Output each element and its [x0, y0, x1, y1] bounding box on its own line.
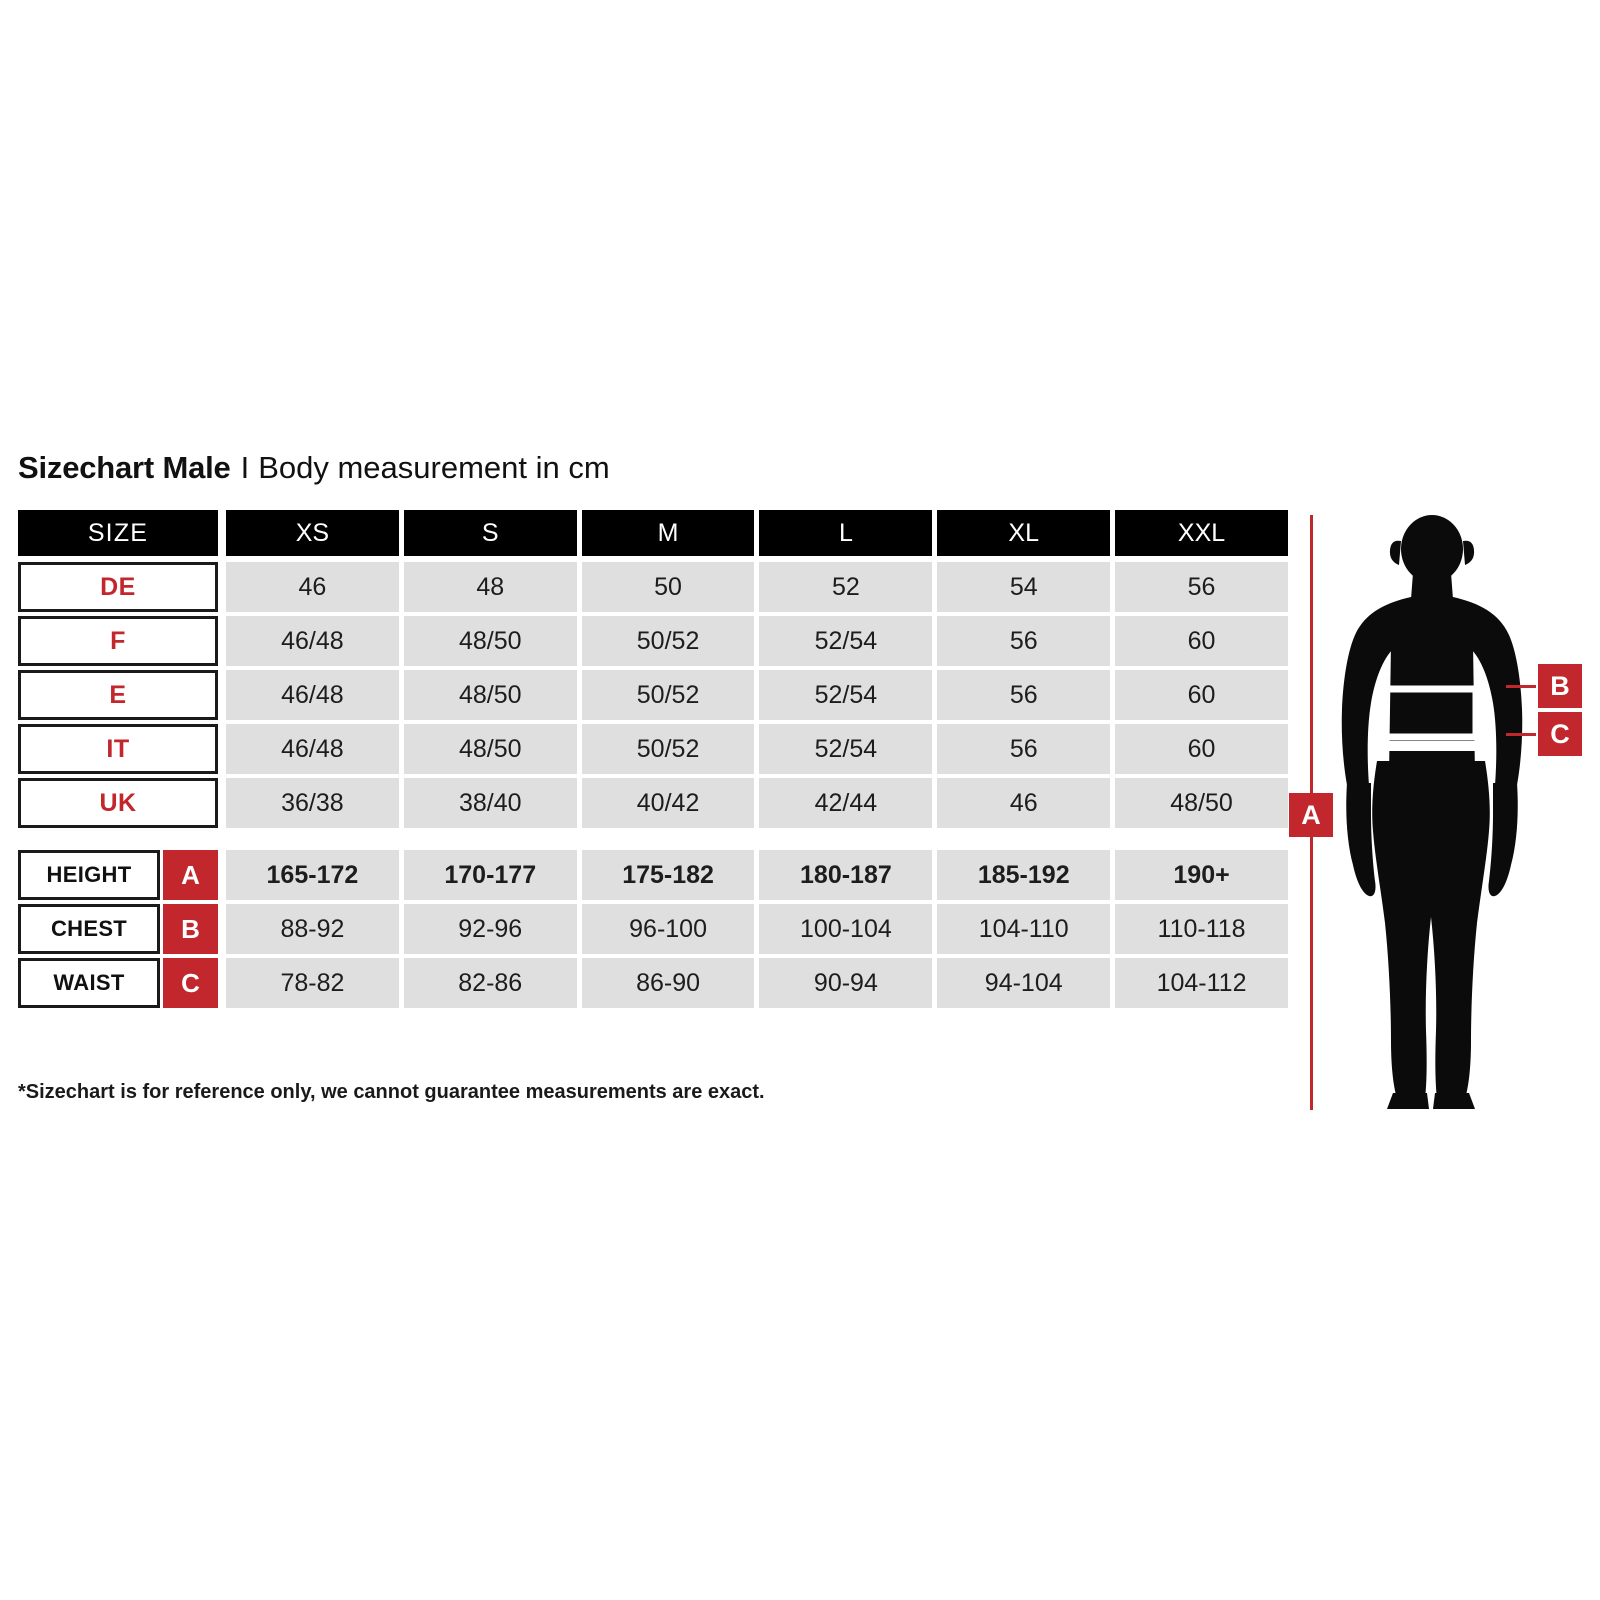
table-row: E 46/48 48/50 50/52 52/54 56 60	[18, 670, 1288, 720]
cell-waist-l: 90-94	[759, 958, 933, 1008]
cell-e-xxl: 60	[1115, 670, 1288, 720]
cell-de-xxl: 56	[1115, 562, 1288, 612]
header-cell-xxl: XXL	[1115, 510, 1288, 556]
cell-it-m: 50/52	[581, 724, 755, 774]
header-cell-xs: XS	[226, 510, 399, 556]
marker-badge-b: B	[163, 904, 218, 954]
header-cell-l: L	[759, 510, 933, 556]
title-subtitle: Body measurement in cm	[258, 450, 610, 485]
body-figure-panel: A B	[1270, 505, 1600, 1120]
cell-uk-xxl: 48/50	[1115, 778, 1288, 828]
cell-height-xs: 165-172	[226, 850, 399, 900]
cell-height-xl: 185-192	[937, 850, 1111, 900]
table-header-row: SIZE XS S M L XL XXL	[18, 510, 1288, 556]
cell-chest-xxl: 110-118	[1115, 904, 1288, 954]
marker-badge-a: A	[163, 850, 218, 900]
row-label-f: F	[18, 616, 218, 666]
header-cell-xl: XL	[937, 510, 1111, 556]
title-main: Sizechart Male	[18, 450, 231, 485]
cell-uk-m: 40/42	[581, 778, 755, 828]
cell-it-xs: 46/48	[226, 724, 399, 774]
table-row: HEIGHT A 165-172 170-177 175-182 180-187…	[18, 850, 1288, 900]
cell-f-xs: 46/48	[226, 616, 399, 666]
male-body-silhouette-icon	[1341, 515, 1523, 1109]
cell-de-xs: 46	[226, 562, 399, 612]
cell-f-xxl: 60	[1115, 616, 1288, 666]
row-label-height: HEIGHT A	[18, 850, 218, 900]
waist-leader-line	[1506, 733, 1536, 736]
size-table: SIZE XS S M L XL XXL DE 46 48 50 52 54 5…	[18, 510, 1288, 1012]
cell-e-l: 52/54	[759, 670, 933, 720]
row-label-chest: CHEST B	[18, 904, 218, 954]
row-label-waist-text: WAIST	[18, 958, 160, 1008]
marker-badge-c: C	[163, 958, 218, 1008]
title-separator: I	[240, 450, 250, 485]
cell-e-xs: 46/48	[226, 670, 399, 720]
header-cell-s: S	[403, 510, 577, 556]
table-row: WAIST C 78-82 82-86 86-90 90-94 94-104 1…	[18, 958, 1288, 1008]
figure-marker-b: B	[1538, 664, 1582, 708]
row-label-e: E	[18, 670, 218, 720]
row-label-waist: WAIST C	[18, 958, 218, 1008]
cell-f-l: 52/54	[759, 616, 933, 666]
cell-uk-xs: 36/38	[226, 778, 399, 828]
cell-de-s: 48	[403, 562, 577, 612]
cell-height-m: 175-182	[581, 850, 755, 900]
cell-chest-s: 92-96	[403, 904, 577, 954]
cell-e-m: 50/52	[581, 670, 755, 720]
cell-de-m: 50	[581, 562, 755, 612]
chest-leader-line	[1506, 685, 1536, 688]
row-label-chest-text: CHEST	[18, 904, 160, 954]
cell-it-s: 48/50	[403, 724, 577, 774]
cell-height-xxl: 190+	[1115, 850, 1288, 900]
header-cell-m: M	[581, 510, 755, 556]
cell-de-l: 52	[759, 562, 933, 612]
cell-waist-m: 86-90	[581, 958, 755, 1008]
cell-waist-xs: 78-82	[226, 958, 399, 1008]
table-row: CHEST B 88-92 92-96 96-100 100-104 104-1…	[18, 904, 1288, 954]
cell-height-s: 170-177	[403, 850, 577, 900]
cell-chest-xs: 88-92	[226, 904, 399, 954]
cell-it-xl: 56	[937, 724, 1111, 774]
header-cell-size: SIZE	[18, 510, 218, 556]
cell-f-s: 48/50	[403, 616, 577, 666]
figure-marker-a: A	[1289, 793, 1333, 837]
cell-uk-l: 42/44	[759, 778, 933, 828]
cell-height-l: 180-187	[759, 850, 933, 900]
row-label-de: DE	[18, 562, 218, 612]
row-label-it: IT	[18, 724, 218, 774]
cell-f-xl: 56	[937, 616, 1111, 666]
table-row: UK 36/38 38/40 40/42 42/44 46 48/50	[18, 778, 1288, 828]
table-row: IT 46/48 48/50 50/52 52/54 56 60	[18, 724, 1288, 774]
cell-chest-l: 100-104	[759, 904, 933, 954]
row-label-uk: UK	[18, 778, 218, 828]
cell-de-xl: 54	[937, 562, 1111, 612]
table-row: DE 46 48 50 52 54 56	[18, 562, 1288, 612]
cell-chest-xl: 104-110	[937, 904, 1111, 954]
cell-uk-xl: 46	[937, 778, 1111, 828]
row-label-height-text: HEIGHT	[18, 850, 160, 900]
cell-waist-xl: 94-104	[937, 958, 1111, 1008]
cell-uk-s: 38/40	[403, 778, 577, 828]
figure-marker-c: C	[1538, 712, 1582, 756]
cell-e-xl: 56	[937, 670, 1111, 720]
page-title: Sizechart Male I Body measurement in cm	[18, 449, 610, 487]
cell-e-s: 48/50	[403, 670, 577, 720]
cell-it-l: 52/54	[759, 724, 933, 774]
cell-waist-xxl: 104-112	[1115, 958, 1288, 1008]
cell-f-m: 50/52	[581, 616, 755, 666]
cell-chest-m: 96-100	[581, 904, 755, 954]
table-row: F 46/48 48/50 50/52 52/54 56 60	[18, 616, 1288, 666]
cell-waist-s: 82-86	[403, 958, 577, 1008]
cell-it-xxl: 60	[1115, 724, 1288, 774]
disclaimer-text: *Sizechart is for reference only, we can…	[18, 1081, 765, 1103]
